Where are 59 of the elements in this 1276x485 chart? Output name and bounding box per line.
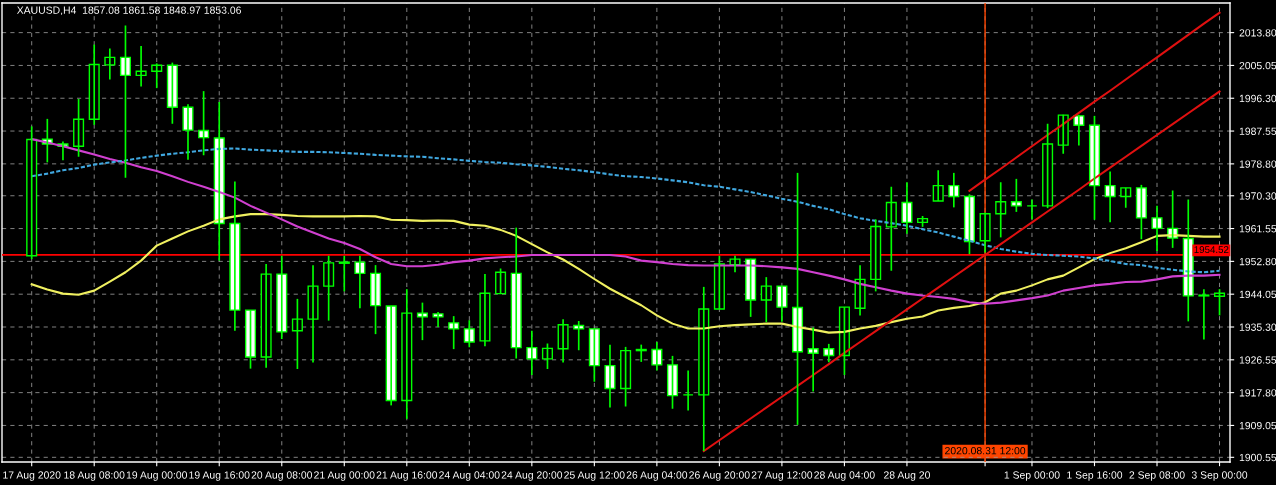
y-tick-label: 1961.55 [1239,225,1276,233]
y-tick-label: 1978.80 [1239,160,1276,168]
x-tick-label: 21 Aug 00:00 [314,471,375,481]
candlestick [448,315,460,350]
x-tick-label: 26 Aug 20:00 [689,471,750,481]
x-tick-label: 2 Sep 08:00 [1129,471,1185,481]
x-tick-label: 20 Aug 08:00 [251,471,313,481]
x-tick-label: 24 Aug 20:00 [501,471,563,481]
y-tick-label: 1952.80 [1239,257,1276,266]
x-tick-label: 1 Sep 16:00 [1067,471,1123,481]
y-tick-label: 1935.30 [1239,323,1276,331]
x-tick-label: 21 Aug 16:00 [376,471,438,481]
y-tick-label: 1909.05 [1239,421,1276,430]
candlestick [244,309,257,370]
candlestick [1135,184,1147,241]
candlestick [1151,205,1163,252]
x-tick-label: 3 Sep 00:00 [1191,471,1248,481]
x-tick-label: 2020.08.31 12:00 [945,447,1026,455]
candlestick [1198,288,1210,341]
x-tick-label: 26 Aug 04:00 [626,471,688,481]
candlestick [323,254,335,322]
x-tick-label: 19 Aug 00:00 [126,471,188,481]
candlestick [1010,178,1022,213]
y-tick-label: 1970.30 [1239,192,1276,200]
y-tick-label: 1900.55 [1239,453,1276,462]
x-tick-label: 24 Aug 04:00 [439,471,500,481]
x-tick-label: 25 Aug 12:00 [564,471,625,481]
x-tick-label: 18 Aug 08:00 [64,471,125,481]
candlestick [682,369,694,412]
y-tick-label: 1926.55 [1239,356,1276,364]
chart-title: XAUUSD,H4 1857.08 1861.58 1848.97 1853.06 [16,6,241,16]
x-tick-label: 28 Aug 20 [884,471,930,481]
line-series [968,11,1221,192]
ref-line-label: 1954.52 [1194,246,1229,253]
candlestick [182,103,194,161]
y-tick-label: 1917.80 [1239,389,1276,397]
candlestick [588,327,600,383]
y-tick-label: 1944.05 [1239,290,1276,299]
x-tick-label: 1 Sep 00:00 [1004,471,1060,481]
x-tick-label: 17 Aug 2020 [3,471,61,481]
x-tick-label: 28 Aug 04:00 [814,471,875,481]
candlestick [666,355,679,410]
y-tick-label: 1996.30 [1239,94,1276,103]
candlestick [620,346,632,408]
x-tick-label: 27 Aug 12:00 [751,471,813,481]
candlestick [307,264,319,364]
candlestick [166,61,178,125]
candlestick [416,301,428,341]
candlestick [338,254,350,293]
candlestick [1042,122,1054,209]
y-tick-label: 1987.55 [1239,127,1276,135]
candlestick [604,343,616,409]
candlestick [432,311,444,328]
x-tick-label: 19 Aug 16:00 [189,471,250,481]
candlestick [291,298,303,370]
y-tick-label: 2005.05 [1239,61,1276,70]
candlestick [1026,198,1038,221]
y-tick-label: 2013.80 [1239,29,1276,37]
candlestick [541,342,554,370]
